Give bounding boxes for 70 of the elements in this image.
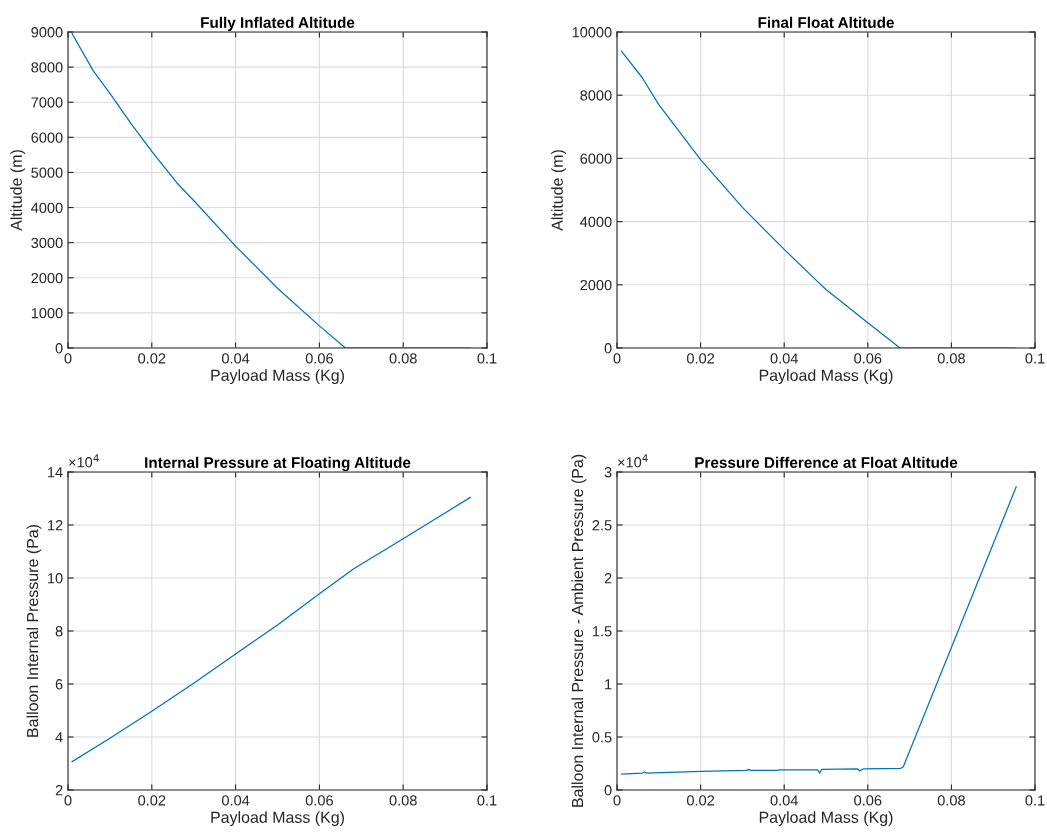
y-tick-label: 8000 xyxy=(31,62,63,73)
y-tick-label: 4 xyxy=(55,732,63,743)
y-tick-label: 2 xyxy=(604,573,612,584)
x-tick-label: 0.04 xyxy=(221,353,250,364)
y-tick-label: 10 xyxy=(48,573,63,584)
chart-title: Pressure Difference at Float Altitude xyxy=(695,456,958,468)
y-tick-label: 0 xyxy=(604,785,612,796)
x-tick-label: 0.1 xyxy=(477,353,497,364)
y-tick-label: 4000 xyxy=(31,202,63,213)
x-tick-label: 0.02 xyxy=(138,353,166,364)
y-tick-label: 6000 xyxy=(580,153,612,164)
x-tick-label: 0.1 xyxy=(1025,353,1045,364)
y-tick-label: 9000 xyxy=(31,27,63,38)
y-axis-title: Balloon Internal Pressure (Pa) xyxy=(26,525,42,737)
y-tick-label: 10000 xyxy=(572,27,612,38)
x-tick-label: 0.06 xyxy=(305,353,333,364)
y-tick-label: 7000 xyxy=(31,97,63,108)
y-tick-label: 5000 xyxy=(31,167,63,178)
y-tick-label: 8 xyxy=(55,626,63,637)
x-tick-label: 0.1 xyxy=(1025,795,1045,806)
line-series xyxy=(71,496,471,763)
y-tick-label: 3000 xyxy=(31,237,63,249)
y-tick-label: 6000 xyxy=(31,132,63,143)
y-axis-title: Altitude (m) xyxy=(10,150,26,231)
y-tick-label: 2000 xyxy=(31,272,63,284)
x-tick-label: 0 xyxy=(613,795,621,806)
y-tick-label: 2000 xyxy=(580,279,612,291)
x-tick-label: 0.08 xyxy=(389,795,417,806)
y-tick-label: 1 xyxy=(605,679,612,690)
x-tick-label: 0.02 xyxy=(686,795,715,806)
x-axis-title: Payload Mass (Kg) xyxy=(211,369,344,385)
line-series xyxy=(620,486,1017,775)
y-tick-label: 0 xyxy=(55,343,63,354)
x-tick-label: 0.04 xyxy=(221,795,250,806)
text: ×10$^{4}$ xyxy=(618,454,648,468)
y-tick-label: 6 xyxy=(55,679,63,690)
x-tick-label: 0 xyxy=(64,795,72,806)
text: ×10$^{4}$ xyxy=(69,454,99,468)
x-tick-label: 0.08 xyxy=(937,795,965,806)
y-tick-label: 3 xyxy=(604,467,612,478)
chart-title: Final Float Altitude xyxy=(758,16,894,28)
y-tick-label: 0 xyxy=(604,343,612,354)
y-tick-label: 2 xyxy=(55,785,63,796)
y-tick-label: 14 xyxy=(48,467,63,478)
x-tick-label: 0.02 xyxy=(686,353,715,364)
x-axis-title: Payload Mass (Kg) xyxy=(211,811,344,827)
x-tick-label: 0.08 xyxy=(937,353,965,364)
x-tick-label: 0.06 xyxy=(854,795,882,806)
x-tick-label: 0.04 xyxy=(770,795,798,806)
x-axis-title: Payload Mass (Kg) xyxy=(759,811,893,827)
x-tick-label: 0.02 xyxy=(138,795,166,806)
x-axis-title: Payload Mass (Kg) xyxy=(759,369,893,385)
x-tick-label: 0.06 xyxy=(854,353,882,364)
y-axis-title: Altitude (m) xyxy=(551,150,567,231)
y-tick-label: 1000 xyxy=(31,307,63,319)
y-tick-label: 12 xyxy=(48,520,63,531)
x-tick-label: 0.1 xyxy=(477,795,497,806)
x-tick-label: 0 xyxy=(613,353,621,364)
y-tick-label: 0.5 xyxy=(592,732,612,743)
y-tick-label: 8000 xyxy=(580,90,612,101)
y-axis-title: Balloon Internal Pressure - Ambient Pressure (Pa) xyxy=(571,454,587,807)
y-tick-label: 2.5 xyxy=(592,520,612,531)
x-tick-label: 0.04 xyxy=(770,353,798,364)
x-tick-label: 0.06 xyxy=(305,795,333,806)
chart-title: Internal Pressure at Floating Altitude xyxy=(145,456,411,472)
x-tick-label: 0.08 xyxy=(389,353,417,364)
y-tick-label: 4000 xyxy=(580,216,612,228)
chart-title: Fully Inflated Altitude xyxy=(201,16,355,31)
y-tick-label: 1.5 xyxy=(592,626,612,637)
x-tick-label: 0 xyxy=(64,353,72,364)
